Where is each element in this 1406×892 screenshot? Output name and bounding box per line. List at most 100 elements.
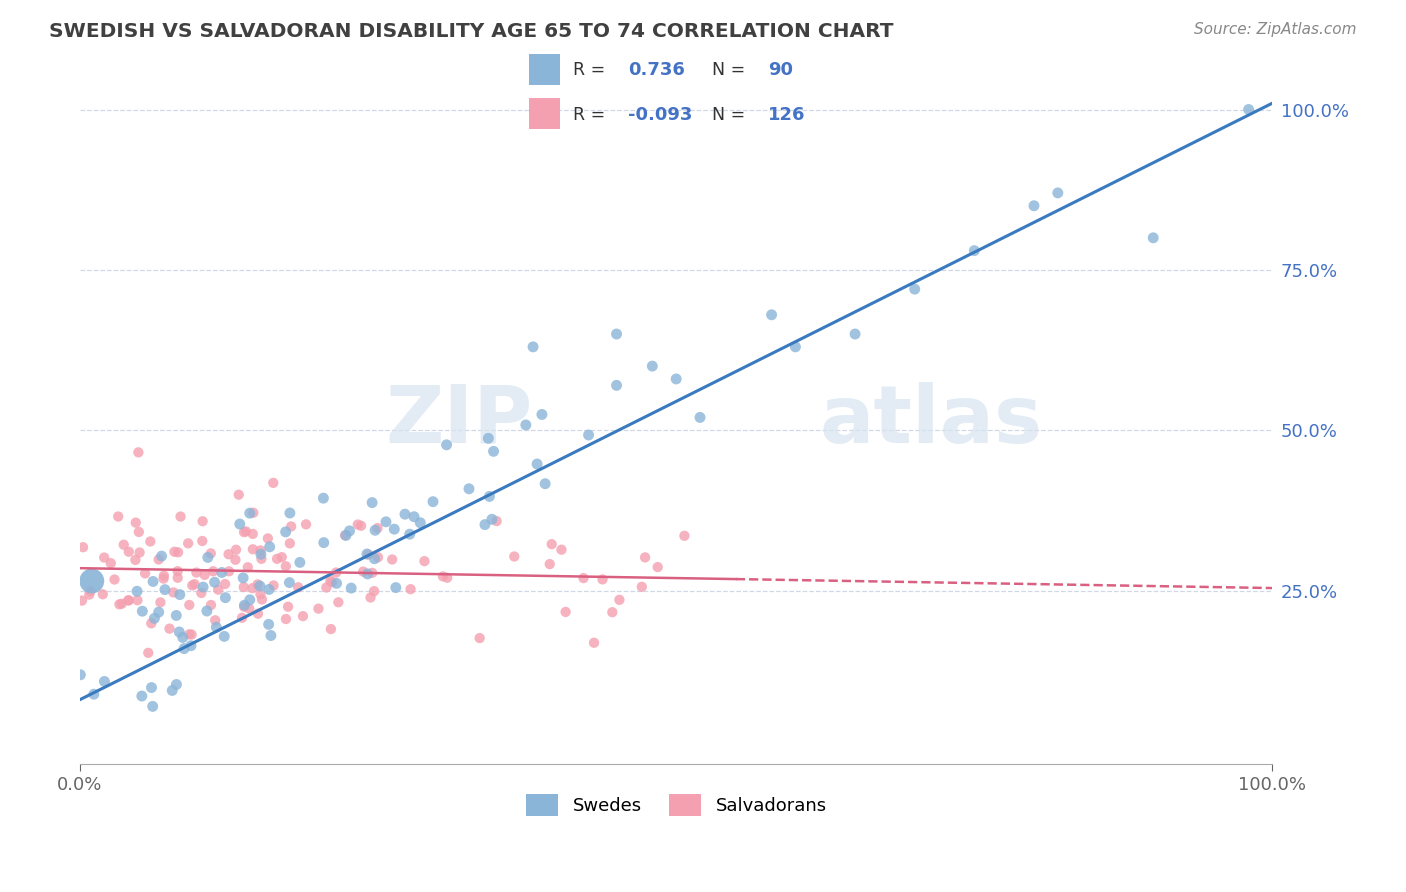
Point: [291, 609, 314, 624]
Point: [485, 514, 508, 528]
Text: 126: 126: [768, 106, 806, 124]
Point: [295, 517, 318, 532]
Point: [204, 613, 226, 627]
Point: [274, 524, 297, 539]
Point: [179, 627, 201, 641]
Point: [904, 282, 927, 296]
Point: [385, 581, 408, 595]
Text: N =: N =: [711, 61, 751, 78]
Point: [242, 581, 264, 595]
Point: [142, 699, 165, 714]
Point: [578, 428, 600, 442]
Point: [278, 575, 301, 590]
Point: [360, 591, 382, 605]
Point: [350, 518, 373, 533]
Point: [634, 550, 657, 565]
Point: [515, 417, 537, 432]
Point: [673, 529, 696, 543]
Point: [239, 506, 262, 520]
Point: [432, 569, 454, 583]
Point: [361, 495, 384, 509]
Point: [257, 532, 280, 546]
Point: [534, 476, 557, 491]
Point: [125, 516, 148, 530]
Point: [963, 244, 986, 258]
Point: [190, 586, 212, 600]
Point: [328, 595, 350, 609]
Point: [242, 542, 264, 557]
Point: [250, 551, 273, 566]
Point: [218, 547, 240, 561]
Point: [249, 587, 271, 601]
Point: [69, 667, 91, 681]
Point: [572, 571, 595, 585]
Point: [163, 545, 186, 559]
Point: [540, 537, 562, 551]
Point: [277, 599, 299, 614]
Point: [149, 595, 172, 609]
Point: [481, 512, 503, 526]
Point: [111, 597, 134, 611]
Point: [79, 584, 101, 599]
Point: [134, 566, 156, 581]
Point: [689, 410, 711, 425]
Point: [333, 528, 356, 542]
Point: [179, 598, 201, 612]
Point: [152, 572, 174, 586]
Point: [478, 490, 501, 504]
Point: [229, 516, 252, 531]
Point: [262, 475, 284, 490]
Point: [474, 517, 496, 532]
Point: [139, 534, 162, 549]
Text: atlas: atlas: [820, 382, 1042, 459]
Point: [107, 509, 129, 524]
Point: [367, 550, 389, 565]
Point: [200, 598, 222, 612]
Point: [131, 689, 153, 703]
Point: [128, 545, 150, 559]
Text: -0.093: -0.093: [628, 106, 693, 124]
Point: [274, 612, 297, 626]
Point: [367, 521, 389, 535]
Point: [526, 457, 548, 471]
Point: [409, 516, 432, 530]
Point: [592, 573, 614, 587]
Point: [381, 552, 404, 566]
Point: [118, 593, 141, 607]
Point: [402, 509, 425, 524]
Point: [194, 567, 217, 582]
Point: [321, 575, 343, 590]
Point: [162, 585, 184, 599]
Point: [242, 527, 264, 541]
Point: [232, 580, 254, 594]
Point: [665, 372, 688, 386]
Point: [538, 557, 561, 571]
Point: [394, 507, 416, 521]
Point: [340, 581, 363, 595]
Legend: Swedes, Salvadorans: Swedes, Salvadorans: [519, 787, 834, 823]
Point: [398, 527, 420, 541]
Point: [352, 565, 374, 579]
Point: [125, 584, 148, 599]
Point: [356, 547, 378, 561]
Point: [312, 491, 335, 505]
Point: [127, 445, 149, 459]
Point: [582, 636, 605, 650]
Point: [93, 674, 115, 689]
Point: [363, 584, 385, 599]
Point: [177, 536, 200, 550]
Point: [212, 629, 235, 643]
Point: [141, 616, 163, 631]
Point: [80, 574, 103, 588]
Point: [233, 598, 256, 612]
Point: [250, 547, 273, 561]
Point: [232, 571, 254, 585]
Point: [413, 554, 436, 568]
Point: [117, 593, 139, 607]
Point: [91, 587, 114, 601]
Text: R =: R =: [572, 106, 610, 124]
Point: [1022, 199, 1045, 213]
Point: [602, 605, 624, 619]
Point: [346, 517, 368, 532]
Point: [167, 545, 190, 559]
